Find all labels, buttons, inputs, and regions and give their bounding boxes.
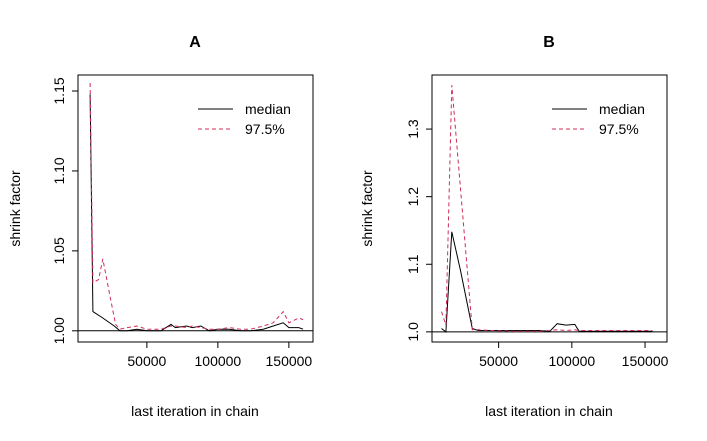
y-tick-label: 1.05 [51, 237, 67, 264]
series-line-median [89, 94, 304, 332]
x-axis-label: last iteration in chain [131, 403, 259, 419]
y-tick-label: 1.0 [405, 322, 421, 342]
x-tick-label: 100000 [548, 353, 595, 369]
series-line-upper [89, 82, 304, 330]
plot-frame [77, 74, 314, 343]
y-tick-label: 1.1 [405, 254, 421, 274]
legend-label: median [599, 101, 645, 117]
panel-a [72, 74, 314, 348]
y-tick-label: 1.00 [51, 317, 67, 344]
y-tick-label: 1.2 [405, 187, 421, 207]
series-line-median [441, 231, 653, 333]
x-axis-label: last iteration in chain [485, 403, 613, 419]
legend-label: median [245, 101, 291, 117]
legend-label: 97.5% [599, 121, 639, 137]
y-axis-label: shrink factor [359, 170, 375, 247]
x-tick-label: 100000 [195, 353, 242, 369]
plot-frame [431, 74, 668, 343]
y-tick-label: 1.15 [51, 77, 67, 104]
x-tick-label: 150000 [622, 353, 669, 369]
x-tick-label: 50000 [127, 353, 166, 369]
legend-label: 97.5% [245, 121, 285, 137]
x-tick-label: 50000 [479, 353, 518, 369]
y-tick-label: 1.10 [51, 157, 67, 184]
x-tick-label: 150000 [266, 353, 313, 369]
series-line-upper [441, 85, 653, 332]
panel-b [426, 74, 668, 348]
y-axis-label: shrink factor [7, 170, 23, 247]
chart-title: B [543, 34, 555, 51]
chart-title: A [189, 34, 201, 51]
y-tick-label: 1.3 [405, 119, 421, 139]
